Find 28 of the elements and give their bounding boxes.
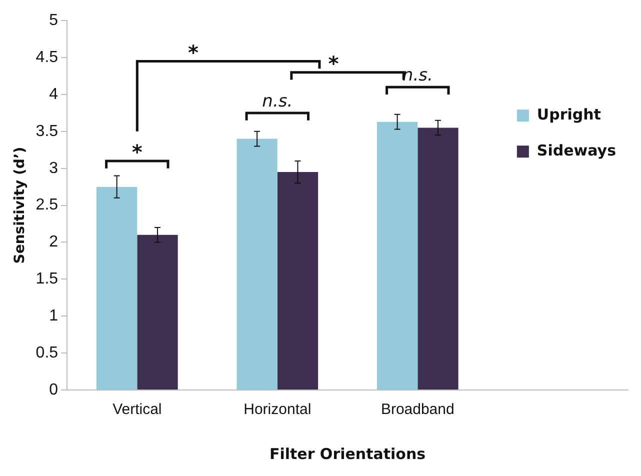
y-tick-label: 3.5 — [36, 122, 58, 140]
bar — [236, 138, 278, 390]
legend-label: Sideways — [536, 141, 616, 160]
bar — [96, 186, 138, 390]
y-tick-label: 0 — [49, 381, 58, 398]
y-tick-label: 2.5 — [36, 196, 58, 214]
bar — [277, 172, 318, 390]
y-tick-label: 3 — [49, 160, 58, 177]
y-tick-label: 5 — [49, 12, 58, 30]
y-tick-label: 4.5 — [36, 48, 58, 66]
legend-label: Upright — [536, 105, 601, 124]
bar — [376, 122, 418, 390]
annotation: * — [188, 40, 200, 64]
bar — [418, 128, 458, 390]
y-tick-label: 1.5 — [36, 270, 58, 288]
x-tick-label: Horizontal — [244, 401, 312, 418]
annotation: n.s. — [262, 91, 293, 112]
annotation: * — [328, 51, 340, 76]
annotation: * — [132, 140, 143, 164]
x-axis-title: Filter Orientations — [269, 444, 426, 463]
y-tick-label: 1 — [49, 308, 58, 325]
y-tick-label: 4 — [49, 86, 58, 103]
y-tick-label: 0.5 — [36, 344, 58, 362]
x-tick-label: Broadband — [380, 401, 454, 418]
y-tick-label: 2 — [49, 234, 58, 251]
bar — [137, 234, 178, 390]
y-axis-title: Sensitivity (d’) — [12, 146, 28, 264]
x-tick-label: Vertical — [112, 401, 162, 418]
